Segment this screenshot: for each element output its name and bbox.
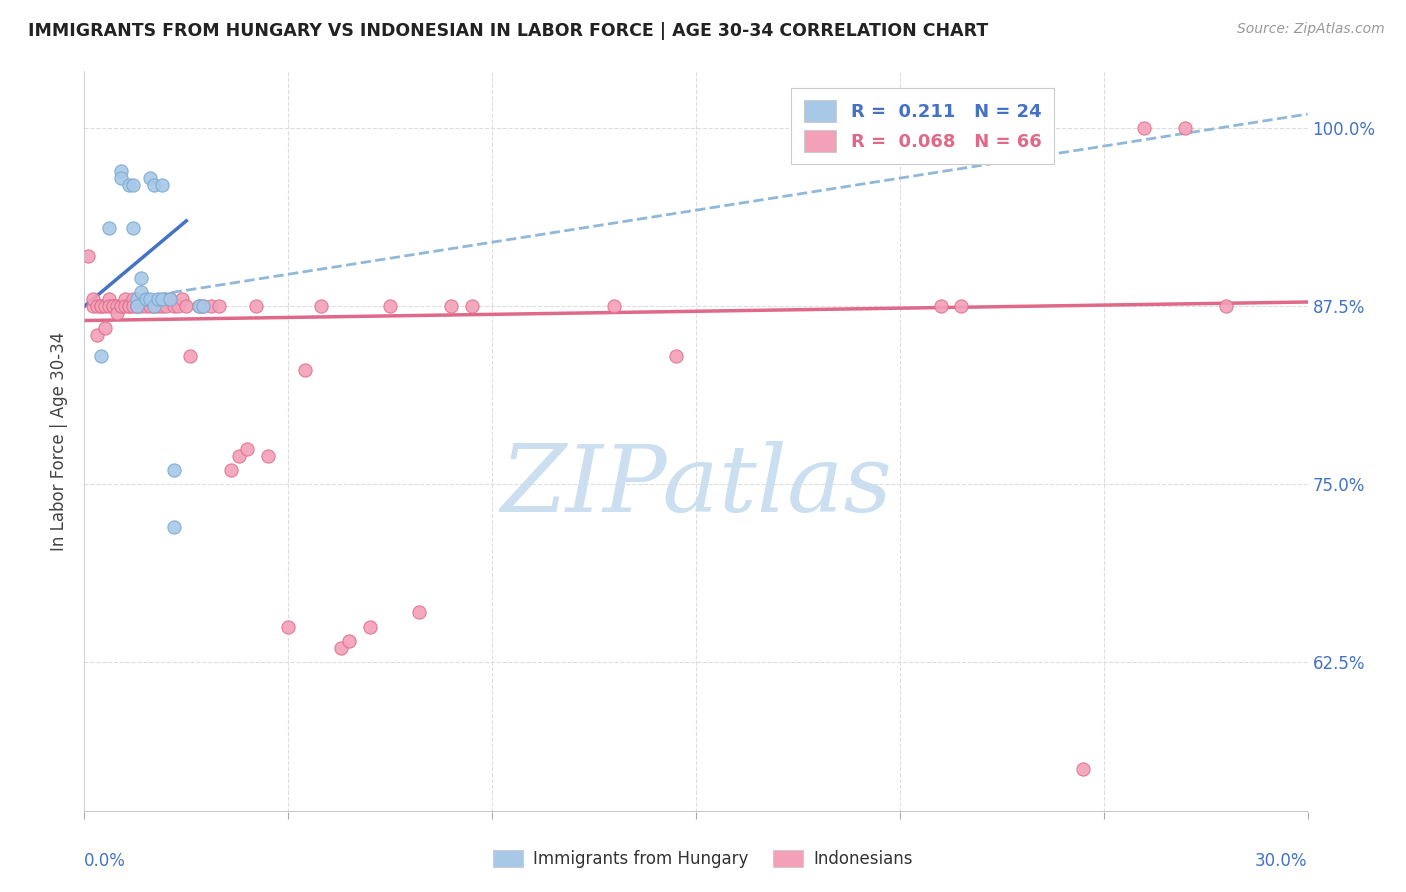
Point xyxy=(191,299,214,313)
Point xyxy=(1073,762,1095,776)
Point xyxy=(330,640,353,655)
Point xyxy=(97,221,120,235)
Point xyxy=(1133,121,1156,136)
Point xyxy=(101,299,124,313)
Point xyxy=(167,299,190,313)
Point xyxy=(110,171,132,186)
Point xyxy=(461,299,484,313)
Point xyxy=(309,299,332,313)
Point xyxy=(127,299,149,313)
Point xyxy=(603,299,626,313)
Point xyxy=(101,299,124,313)
Y-axis label: In Labor Force | Age 30-34: In Labor Force | Age 30-34 xyxy=(51,332,69,551)
Point xyxy=(929,299,952,313)
Point xyxy=(110,164,132,178)
Point xyxy=(97,292,120,306)
Point xyxy=(82,292,104,306)
Point xyxy=(138,299,160,313)
Point xyxy=(138,171,160,186)
Point xyxy=(105,299,128,313)
Point xyxy=(359,619,381,633)
Point xyxy=(408,606,430,620)
Point xyxy=(135,292,157,306)
Point xyxy=(187,299,209,313)
Point xyxy=(1174,121,1197,136)
Point xyxy=(163,520,186,534)
Point xyxy=(114,299,136,313)
Point xyxy=(155,299,177,313)
Legend: R =  0.211   N = 24, R =  0.068   N = 66: R = 0.211 N = 24, R = 0.068 N = 66 xyxy=(792,87,1054,164)
Point xyxy=(127,299,149,313)
Point xyxy=(122,292,145,306)
Point xyxy=(1215,299,1237,313)
Point xyxy=(105,306,128,320)
Point xyxy=(127,292,149,306)
Point xyxy=(665,349,688,363)
Point xyxy=(127,299,149,313)
Point xyxy=(440,299,463,313)
Point xyxy=(90,349,112,363)
Point xyxy=(200,299,222,313)
Point xyxy=(172,292,194,306)
Point xyxy=(146,299,169,313)
Point xyxy=(110,299,132,313)
Point xyxy=(146,292,169,306)
Point xyxy=(86,299,108,313)
Point xyxy=(131,270,153,285)
Point xyxy=(219,463,242,477)
Point xyxy=(163,299,186,313)
Point xyxy=(228,449,250,463)
Point xyxy=(114,292,136,306)
Point xyxy=(208,299,231,313)
Point xyxy=(142,299,165,313)
Text: IMMIGRANTS FROM HUNGARY VS INDONESIAN IN LABOR FORCE | AGE 30-34 CORRELATION CHA: IMMIGRANTS FROM HUNGARY VS INDONESIAN IN… xyxy=(28,22,988,40)
Point xyxy=(93,299,115,313)
Point xyxy=(77,249,100,264)
Text: Source: ZipAtlas.com: Source: ZipAtlas.com xyxy=(1237,22,1385,37)
Point xyxy=(138,292,160,306)
Text: ZIPatlas: ZIPatlas xyxy=(501,441,891,531)
Point xyxy=(135,299,157,313)
Point xyxy=(110,299,132,313)
Point xyxy=(90,299,112,313)
Point xyxy=(950,299,973,313)
Point xyxy=(277,619,299,633)
Point xyxy=(245,299,267,313)
Point xyxy=(187,299,209,313)
Point xyxy=(159,292,181,306)
Point xyxy=(142,299,165,313)
Point xyxy=(122,299,145,313)
Point xyxy=(131,299,153,313)
Point xyxy=(257,449,280,463)
Legend: Immigrants from Hungary, Indonesians: Immigrants from Hungary, Indonesians xyxy=(486,843,920,875)
Point xyxy=(82,299,104,313)
Point xyxy=(150,292,173,306)
Point xyxy=(118,178,141,193)
Point xyxy=(163,463,186,477)
Text: 30.0%: 30.0% xyxy=(1256,852,1308,870)
Point xyxy=(150,178,173,193)
Point xyxy=(236,442,259,456)
Point xyxy=(142,178,165,193)
Point xyxy=(118,299,141,313)
Point xyxy=(339,633,361,648)
Point xyxy=(93,320,115,334)
Point xyxy=(294,363,316,377)
Point xyxy=(86,327,108,342)
Point xyxy=(159,292,181,306)
Point xyxy=(150,299,173,313)
Point xyxy=(380,299,402,313)
Point xyxy=(122,178,145,193)
Point xyxy=(122,221,145,235)
Point xyxy=(90,299,112,313)
Point xyxy=(174,299,197,313)
Point xyxy=(97,299,120,313)
Point xyxy=(179,349,201,363)
Point xyxy=(135,292,157,306)
Point xyxy=(131,285,153,299)
Text: 0.0%: 0.0% xyxy=(84,852,127,870)
Point xyxy=(118,299,141,313)
Point xyxy=(191,299,214,313)
